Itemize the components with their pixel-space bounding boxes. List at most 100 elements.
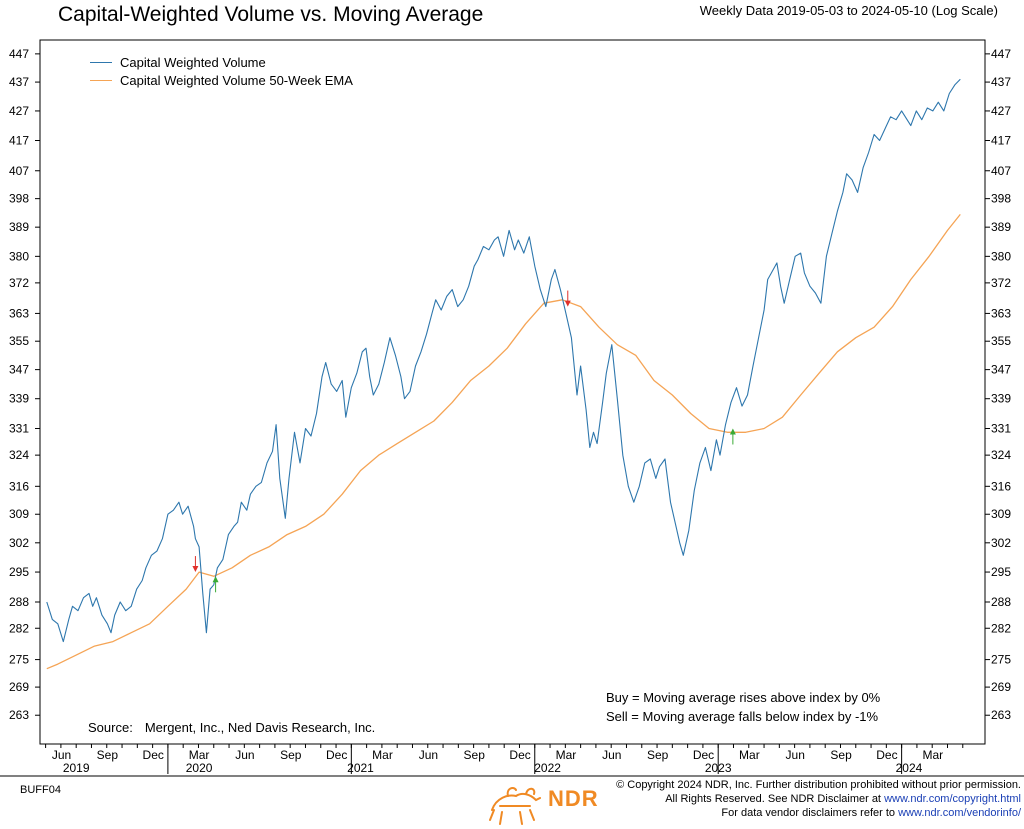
source-note: Source: Mergent, Inc., Ned Davis Research… <box>88 720 375 735</box>
signal-head <box>192 566 199 573</box>
legend-swatch-ema <box>90 79 112 81</box>
buy-signal-arrow-icon <box>729 428 736 445</box>
y-tick-label: 288 <box>991 595 1011 609</box>
y-tick-label: 398 <box>991 192 1011 206</box>
legend-item: Capital Weighted Volume <box>90 53 353 71</box>
y-tick-label: 282 <box>9 621 29 635</box>
y-tick-label: 447 <box>991 47 1011 61</box>
disclaimer-text: All Rights Reserved. See NDR Disclaimer … <box>665 793 881 805</box>
signal-head <box>729 428 736 435</box>
ndr-logo-text: NDR <box>548 786 599 811</box>
chart-legend: Capital Weighted Volume Capital Weighted… <box>90 53 353 89</box>
y-tick-label: 324 <box>9 448 29 462</box>
x-year-label: 2023 <box>705 761 732 775</box>
series-line-volume <box>46 78 961 643</box>
y-tick-label: 295 <box>991 565 1011 579</box>
y-tick-label: 380 <box>991 249 1011 263</box>
x-month-label: Dec <box>326 748 347 762</box>
y-tick-label: 437 <box>991 75 1011 89</box>
series-line-ema <box>46 213 961 670</box>
copyright-link[interactable]: www.ndr.com/copyright.html <box>884 793 1021 805</box>
y-tick-label: 347 <box>991 363 1011 377</box>
y-tick-label: 427 <box>991 104 1011 118</box>
y-tick-label: 417 <box>9 133 29 147</box>
y-tick-label: 316 <box>9 479 29 493</box>
y-tick-label: 398 <box>9 192 29 206</box>
y-tick-label: 437 <box>9 75 29 89</box>
signal-head <box>564 300 571 307</box>
x-month-label: Sep <box>464 748 486 762</box>
x-year-label: 2022 <box>534 761 561 775</box>
y-tick-label: 447 <box>9 47 29 61</box>
buy-rule: Buy = Moving average rises above index b… <box>606 690 881 705</box>
sell-signal-arrow-icon <box>192 556 199 573</box>
x-year-label: 2020 <box>186 761 213 775</box>
y-tick-label: 316 <box>991 479 1011 493</box>
y-tick-label: 347 <box>9 363 29 377</box>
ndr-bull-bear-logo-icon <box>489 787 541 825</box>
signal-layer <box>192 290 736 593</box>
y-tick-label: 309 <box>9 507 29 521</box>
y-tick-label: 407 <box>991 164 1011 178</box>
y-tick-label: 380 <box>9 249 29 263</box>
y-tick-label: 363 <box>9 306 29 320</box>
y-tick-label: 282 <box>991 621 1011 635</box>
y-tick-label: 372 <box>991 276 1011 290</box>
plot-frame <box>39 39 986 745</box>
copyright-footer: © Copyright 2024 NDR, Inc. Further distr… <box>616 778 1021 820</box>
x-month-label: Mar <box>372 748 393 762</box>
x-month-label: Sep <box>97 748 119 762</box>
y-tick-label: 339 <box>9 392 29 406</box>
y-tick-label: 302 <box>9 536 29 550</box>
x-month-label: Mar <box>739 748 760 762</box>
y-tick-label: 372 <box>9 276 29 290</box>
chart-title: Capital-Weighted Volume vs. Moving Avera… <box>58 3 484 26</box>
sell-rule: Sell = Moving average falls below index … <box>606 709 879 724</box>
y-tick-label: 331 <box>9 421 29 435</box>
y-tick-label: 269 <box>9 680 29 694</box>
y-tick-label: 263 <box>9 708 29 722</box>
x-axis: Jun Sep Dec Mar Jun Sep Dec Mar Jun Sep Dec Mar Jun S… <box>45 744 964 775</box>
source-label: Source: <box>88 720 133 735</box>
chart-subtitle: Weekly Data 2019-05-03 to 2024-05-10 (Lo… <box>699 3 998 18</box>
y-tick-label: 417 <box>991 133 1011 147</box>
y-tick-label: 275 <box>9 653 29 667</box>
copyright-line: © Copyright 2024 NDR, Inc. Further distr… <box>616 779 1021 791</box>
x-month-label: Jun <box>786 748 805 762</box>
vendor-link[interactable]: www.ndr.com/vendorinfo/ <box>898 807 1021 819</box>
x-month-label: Mar <box>922 748 943 762</box>
sell-signal-arrow-icon <box>564 290 571 307</box>
x-month-label: Dec <box>509 748 530 762</box>
signal-head <box>212 576 219 583</box>
y-tick-label: 407 <box>9 164 29 178</box>
vendor-text: For data vendor disclaimers refer to <box>721 807 896 819</box>
y-axis-left: 263 269 275 282 288 295 302 309 316 324 331 339 347 3… <box>9 47 40 722</box>
y-tick-label: 355 <box>991 334 1011 348</box>
source-text: Mergent, Inc., Ned Davis Research, Inc. <box>144 720 376 735</box>
y-tick-label: 288 <box>9 595 29 609</box>
y-tick-label: 363 <box>991 306 1011 320</box>
y-tick-label: 263 <box>991 708 1011 722</box>
x-month-label: Sep <box>647 748 669 762</box>
legend-label: Capital Weighted Volume 50-Week EMA <box>120 72 353 88</box>
series-layer <box>46 78 961 670</box>
y-tick-label: 324 <box>991 448 1011 462</box>
y-tick-label: 355 <box>9 334 29 348</box>
y-tick-label: 275 <box>991 653 1011 667</box>
x-month-label: Dec <box>876 748 897 762</box>
y-tick-label: 269 <box>991 680 1011 694</box>
y-tick-label: 427 <box>9 104 29 118</box>
x-month-label: Sep <box>280 748 302 762</box>
y-tick-label: 339 <box>991 392 1011 406</box>
y-tick-label: 389 <box>9 220 29 234</box>
legend-item: Capital Weighted Volume 50-Week EMA <box>90 71 353 89</box>
chart-code: BUFF04 <box>20 784 61 796</box>
y-tick-label: 331 <box>991 421 1011 435</box>
legend-swatch-volume <box>90 61 112 63</box>
x-year-label: 2021 <box>347 761 374 775</box>
vendor-line: For data vendor disclaimers refer to www… <box>616 806 1021 820</box>
disclaimer-line: All Rights Reserved. See NDR Disclaimer … <box>616 792 1021 806</box>
x-month-label: Jun <box>235 748 254 762</box>
y-tick-label: 309 <box>991 507 1011 521</box>
